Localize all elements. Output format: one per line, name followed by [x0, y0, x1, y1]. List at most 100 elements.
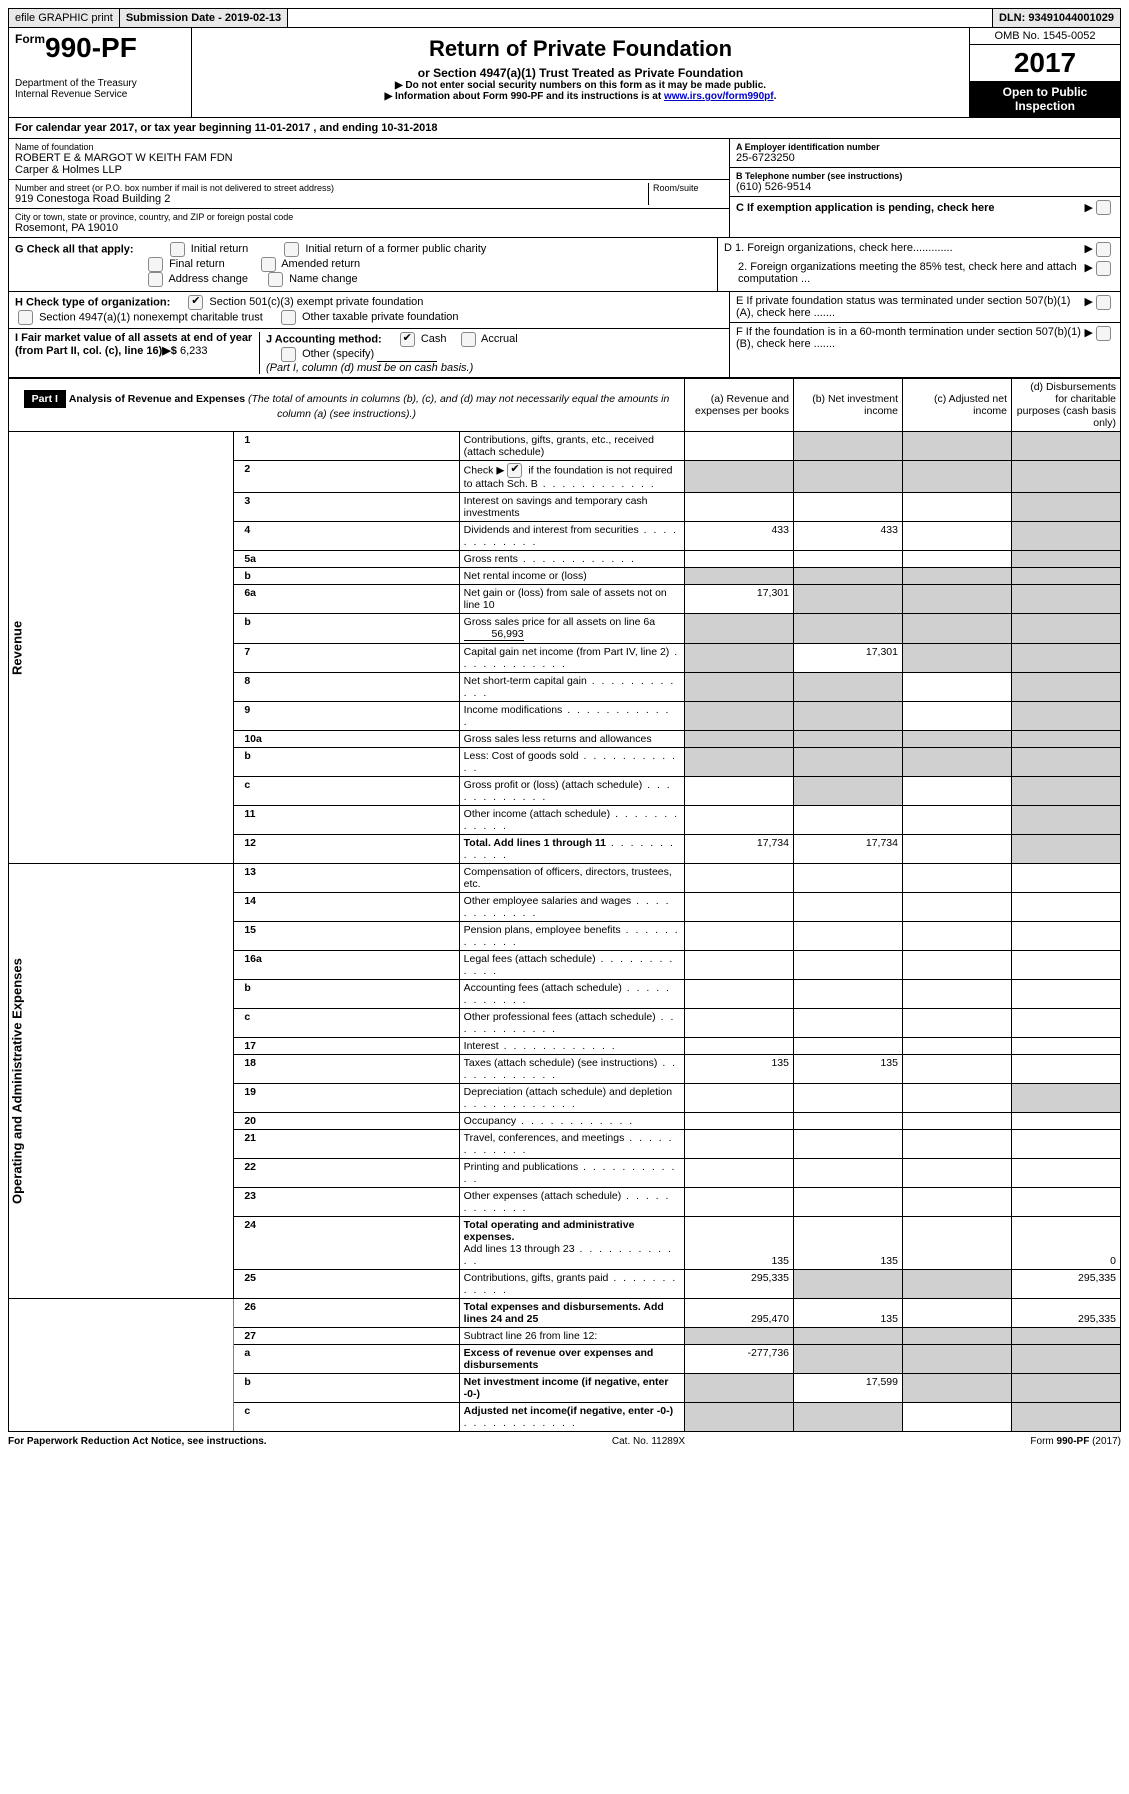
- footer-center: Cat. No. 11289X: [612, 1436, 685, 1447]
- arrow-icon: ▶: [1085, 326, 1093, 350]
- header-left: Form990-PF Department of the Treasury In…: [9, 28, 192, 117]
- r6b-desc: Gross sales price for all assets on line…: [459, 614, 684, 644]
- r3-desc: Interest on savings and temporary cash i…: [459, 493, 684, 522]
- r6a-a: 17,301: [685, 585, 794, 614]
- r10a-desc: Gross sales less returns and allowances: [459, 731, 684, 748]
- g5-checkbox[interactable]: [148, 272, 163, 287]
- g1-checkbox[interactable]: [170, 242, 185, 257]
- spacer: [288, 9, 993, 27]
- r7-desc: Capital gain net income (from Part IV, l…: [464, 646, 670, 658]
- foundation-name-1: ROBERT E & MARGOT W KEITH FAM FDN: [15, 152, 723, 164]
- address-cell: Number and street (or P.O. box number if…: [9, 180, 729, 209]
- hij-right: E If private foundation status was termi…: [729, 292, 1120, 377]
- j3-label: Other (specify): [302, 348, 374, 360]
- j-note: (Part I, column (d) must be on cash basi…: [266, 362, 473, 374]
- r26-desc: Total expenses and disbursements. Add li…: [464, 1301, 664, 1325]
- r5a-desc: Gross rents: [464, 553, 518, 565]
- col-b: (b) Net investment income: [794, 379, 903, 432]
- city-value: Rosemont, PA 19010: [15, 222, 723, 234]
- submission-date: Submission Date - 2019-02-13: [120, 9, 288, 27]
- r18-a: 135: [685, 1055, 794, 1084]
- r8-desc: Net short-term capital gain: [464, 675, 587, 687]
- r2-prefix: Check ▶: [464, 464, 505, 476]
- cal-mid: , and ending: [310, 122, 381, 134]
- col-d: (d) Disbursements for charitable purpose…: [1012, 379, 1121, 432]
- r2-desc: Check ▶ if the foundation is not require…: [459, 461, 684, 493]
- ein-cell: A Employer identification number 25-6723…: [730, 139, 1120, 168]
- e-checkbox[interactable]: [1096, 295, 1111, 310]
- r6a-desc: Net gain or (loss) from sale of assets n…: [459, 585, 684, 614]
- g3-checkbox[interactable]: [148, 257, 163, 272]
- r16b-desc: Accounting fees (attach schedule): [464, 982, 622, 994]
- row-1: Revenue1Contributions, gifts, grants, et…: [9, 432, 1121, 461]
- top-bar: efile GRAPHIC print Submission Date - 20…: [8, 8, 1121, 28]
- dept-label: Department of the Treasury: [15, 78, 185, 89]
- d1-label: D 1. Foreign organizations, check here..…: [724, 242, 1085, 257]
- j-cell: J Accounting method: Cash Accrual Other …: [260, 332, 723, 374]
- d-section: D 1. Foreign organizations, check here..…: [717, 238, 1120, 291]
- row-26: 26Total expenses and disbursements. Add …: [9, 1299, 1121, 1328]
- form-link[interactable]: www.irs.gov/form990pf: [664, 91, 774, 102]
- city-cell: City or town, state or province, country…: [9, 209, 729, 237]
- foundation-name-2: Carper & Holmes LLP: [15, 164, 723, 176]
- instr-2-text: ▶ Information about Form 990-PF and its …: [385, 91, 664, 102]
- j1-checkbox[interactable]: [400, 332, 415, 347]
- r21-desc: Travel, conferences, and meetings: [464, 1132, 625, 1144]
- r5b-desc: Net rental income or (loss): [459, 568, 684, 585]
- g1-label: Initial return: [191, 243, 248, 255]
- d1-checkbox[interactable]: [1096, 242, 1111, 257]
- col-a: (a) Revenue and expenses per books: [685, 379, 794, 432]
- g2-checkbox[interactable]: [284, 242, 299, 257]
- r11-desc: Other income (attach schedule): [464, 808, 611, 820]
- part1-note: (The total of amounts in columns (b), (c…: [248, 393, 669, 420]
- arrow-icon: ▶: [1085, 201, 1093, 214]
- footer-right: Form 990-PF (2017): [1030, 1436, 1121, 1447]
- g6-checkbox[interactable]: [268, 272, 283, 287]
- r24-d: 0: [1012, 1217, 1121, 1270]
- j3-checkbox[interactable]: [281, 347, 296, 362]
- e-row: E If private foundation status was termi…: [730, 292, 1120, 323]
- d2-checkbox[interactable]: [1096, 261, 1111, 276]
- r22-desc: Printing and publications: [464, 1161, 578, 1173]
- r27c-desc: Adjusted net income(if negative, enter -…: [464, 1405, 673, 1417]
- r26-b: 135: [794, 1299, 903, 1328]
- c-checkbox[interactable]: [1096, 200, 1111, 215]
- h3-checkbox[interactable]: [281, 310, 296, 325]
- hij-block: H Check type of organization: Section 50…: [8, 292, 1121, 378]
- revenue-label: Revenue: [9, 432, 234, 864]
- g4-checkbox[interactable]: [261, 257, 276, 272]
- f-checkbox[interactable]: [1096, 326, 1111, 341]
- open-public: Open to Public Inspection: [970, 81, 1120, 117]
- g-d-row: G Check all that apply: Initial return I…: [8, 238, 1121, 292]
- hij-left: H Check type of organization: Section 50…: [9, 292, 729, 377]
- r26-d: 295,335: [1012, 1299, 1121, 1328]
- r17-desc: Interest: [464, 1040, 499, 1052]
- g-section: G Check all that apply: Initial return I…: [9, 238, 717, 291]
- r10b-desc: Less: Cost of goods sold: [464, 750, 579, 762]
- r12-b: 17,734: [794, 835, 903, 864]
- footer-left: For Paperwork Reduction Act Notice, see …: [8, 1436, 267, 1447]
- r24-b: 135: [794, 1217, 903, 1270]
- row-13: Operating and Administrative Expenses13C…: [9, 864, 1121, 893]
- r4-desc: Dividends and interest from securities: [464, 524, 639, 536]
- c-label: C If exemption application is pending, c…: [736, 202, 1085, 214]
- j-label: J Accounting method:: [266, 333, 382, 345]
- j2-checkbox[interactable]: [461, 332, 476, 347]
- r12-a: 17,734: [685, 835, 794, 864]
- h2-checkbox[interactable]: [18, 310, 33, 325]
- j2-label: Accrual: [481, 333, 518, 345]
- r2-checkbox[interactable]: [507, 463, 522, 478]
- efile-label: efile GRAPHIC print: [9, 9, 120, 27]
- part1-title: Analysis of Revenue and Expenses: [69, 393, 248, 405]
- g5-label: Address change: [168, 273, 248, 285]
- arrow-icon: ▶: [1085, 261, 1093, 285]
- form-word: Form: [15, 32, 45, 46]
- h2-label: Section 4947(a)(1) nonexempt charitable …: [39, 311, 263, 323]
- h1-checkbox[interactable]: [188, 295, 203, 310]
- r25-d: 295,335: [1012, 1270, 1121, 1299]
- r12-desc: Total. Add lines 1 through 11: [464, 837, 606, 849]
- r16a-desc: Legal fees (attach schedule): [464, 953, 596, 965]
- ein-label: A Employer identification number: [736, 142, 1114, 152]
- part1-label: Part I: [24, 390, 66, 408]
- r6b-val: 56,993: [464, 628, 524, 641]
